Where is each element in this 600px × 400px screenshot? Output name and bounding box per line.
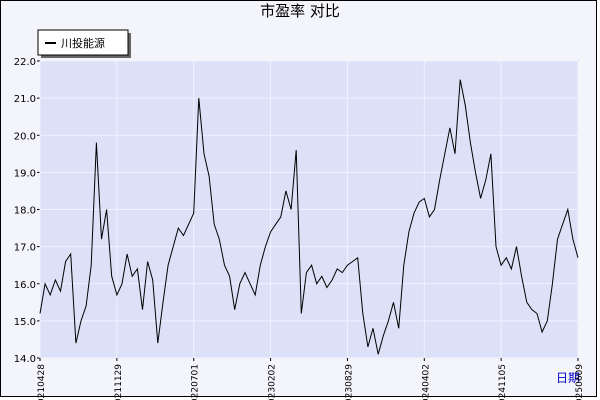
y-tick-label: 16.0: [14, 280, 36, 291]
series-line: [39, 79, 579, 355]
y-tick-label: 14.0: [14, 354, 36, 365]
x-tick-label: 20210428: [37, 364, 47, 400]
y-tick-label: 15.0: [14, 317, 36, 328]
y-tick-label: 22.0: [14, 57, 36, 68]
x-tick-label: 20211129: [114, 364, 124, 400]
legend-label: 川投能源: [61, 36, 105, 50]
y-tick-label: 18.0: [14, 206, 36, 217]
x-tick-label: 20241105: [498, 364, 508, 400]
x-tick-label: 20220701: [191, 364, 201, 400]
x-tick-label: 20240402: [421, 364, 431, 400]
x-tick-label: 20230202: [268, 364, 278, 400]
y-tick-label: 21.0: [14, 94, 36, 105]
y-tick-label: 19.0: [14, 168, 36, 179]
x-tick-label: 20250609: [575, 364, 585, 400]
y-tick-label: 17.0: [14, 243, 36, 254]
chart-title: 市盈率 对比: [260, 2, 340, 20]
y-tick-label: 20.0: [14, 131, 36, 142]
x-tick-label: 20230829: [344, 364, 354, 400]
x-axis-label: 日期: [556, 371, 580, 385]
